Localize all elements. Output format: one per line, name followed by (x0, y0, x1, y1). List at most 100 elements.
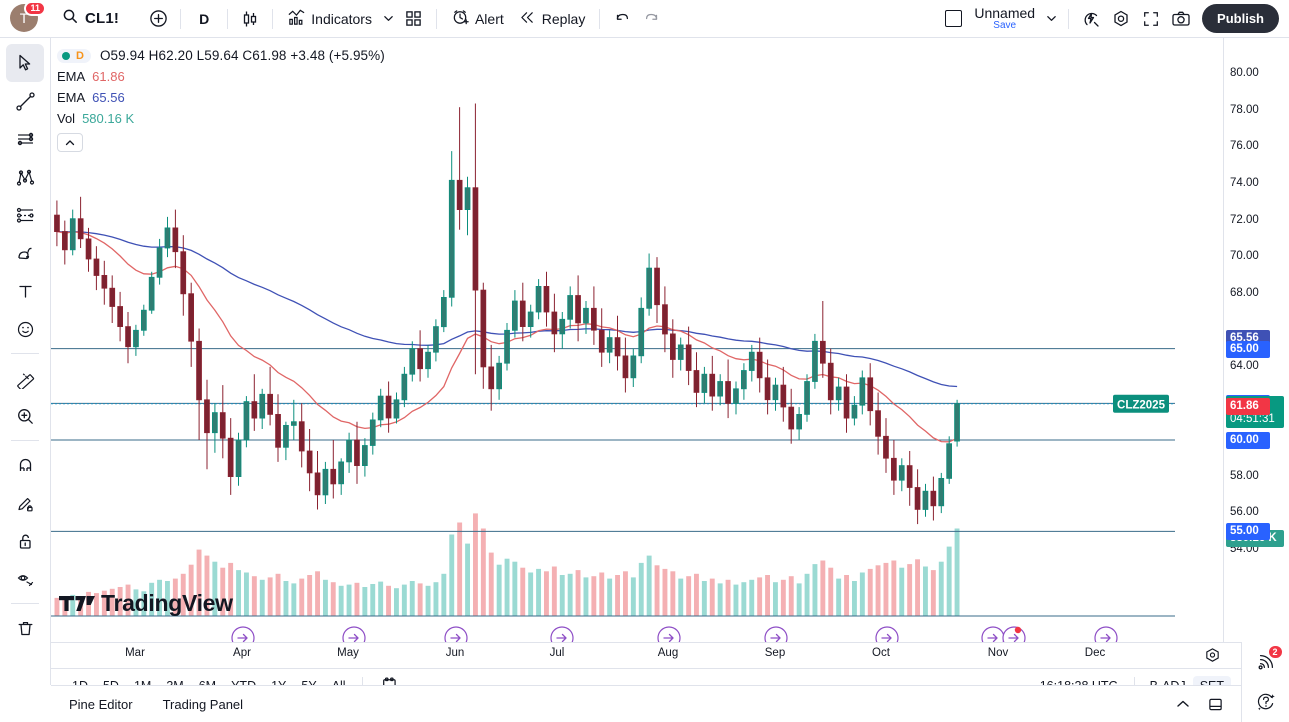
settings-gear-icon[interactable] (1106, 5, 1136, 33)
event-marker (444, 626, 468, 642)
hide-tool[interactable] (6, 560, 44, 598)
price-tick: 78.00 (1230, 103, 1259, 116)
ema-slow-value: 65.56 (92, 90, 125, 105)
trend-line-tool[interactable] (6, 82, 44, 120)
publish-label: Publish (1217, 11, 1264, 26)
event-marker (550, 626, 574, 642)
top-toolbar: T 11 CL1! D (0, 0, 1289, 38)
legend-collapse-button[interactable] (57, 133, 83, 152)
undo-icon[interactable] (607, 5, 637, 33)
layout-name-button[interactable]: Unnamed Save (968, 5, 1041, 32)
alarm-clock-icon (451, 8, 470, 30)
layout-title: Unnamed (974, 4, 1036, 21)
alert-dot-marker (1014, 626, 1022, 634)
legend-ema-fast[interactable]: EMA 61.86 (57, 66, 385, 87)
redo-icon[interactable] (637, 5, 667, 33)
legend-volume[interactable]: Vol 580.16 K (57, 108, 385, 129)
magnet-tool[interactable] (6, 446, 44, 484)
tab-pine-editor[interactable]: Pine Editor (69, 696, 133, 712)
horizontal-lines-tool[interactable] (6, 120, 44, 158)
zoom-in-tool[interactable] (6, 397, 44, 435)
replay-label: Replay (541, 10, 586, 27)
chart-type-candles-icon[interactable] (235, 5, 265, 33)
left-drawing-toolbar (0, 38, 51, 685)
layouts-grid-icon[interactable] (399, 5, 429, 33)
candles (54, 103, 960, 525)
text-tool[interactable] (6, 272, 44, 310)
price-tick: 76.00 (1230, 140, 1259, 153)
chevron-down-icon[interactable] (379, 5, 399, 33)
ema-fast-name: EMA (57, 69, 86, 84)
symbol-interval-badge[interactable]: D (57, 48, 91, 63)
event-marker (1002, 626, 1026, 642)
lock-tool[interactable] (6, 522, 44, 560)
time-label: May (337, 647, 359, 659)
event-marker (231, 626, 255, 642)
time-label: Oct (872, 647, 890, 659)
help-icon[interactable] (1247, 682, 1285, 722)
event-marker (342, 626, 366, 642)
event-marker (1094, 626, 1118, 642)
event-marker (981, 626, 1005, 642)
price-tick: 72.00 (1230, 213, 1259, 226)
layout-select-icon[interactable] (938, 5, 968, 33)
price-tick: 58.00 (1230, 469, 1259, 482)
bottom-panel-bar: Pine Editor Trading Panel (51, 685, 1241, 722)
chart-legend: D O59.94 H62.20 L59.64 C61.98 +3.48 (+5.… (57, 45, 385, 152)
legend-ema-slow[interactable]: EMA 65.56 (57, 87, 385, 108)
snapshot-camera-icon[interactable] (1166, 5, 1196, 33)
level-60-label: 60.00 (1226, 432, 1270, 449)
chart-area[interactable]: CLZ2025 D O59.94 H62.20 L59.64 C61.98 +3… (51, 38, 1241, 642)
measure-tool[interactable] (6, 359, 44, 397)
symbol-search-button[interactable]: CL1! (56, 4, 125, 33)
price-tick: 68.00 (1230, 286, 1259, 299)
svg-text:CLZ2025: CLZ2025 (1117, 399, 1166, 411)
interval-button[interactable]: D (199, 10, 210, 27)
cursor-tool[interactable] (6, 44, 44, 82)
broadcast-icon[interactable]: 2 (1247, 642, 1285, 682)
contract-tag: CLZ2025 (1113, 394, 1169, 413)
level-55-label: 55.00 (1226, 523, 1270, 541)
alert-button[interactable]: Alert (444, 5, 511, 33)
volume-value: 580.16 K (82, 111, 135, 126)
chart-canvas[interactable]: CLZ2025 (51, 38, 1175, 642)
add-symbol-icon[interactable] (143, 5, 173, 33)
indicators-icon (287, 8, 306, 30)
drawing-mode-tool[interactable] (6, 484, 44, 522)
time-label: Apr (233, 647, 251, 659)
time-label: Mar (125, 647, 145, 659)
pattern-tool[interactable] (6, 158, 44, 196)
symbol-label: CL1! (85, 10, 120, 27)
ema-fast-value: 61.86 (92, 69, 125, 84)
publish-button[interactable]: Publish (1202, 4, 1279, 33)
indicators-label: Indicators (311, 10, 372, 27)
event-marker (764, 626, 788, 642)
indicators-button[interactable]: Indicators (280, 5, 379, 33)
brush-tool[interactable] (6, 234, 44, 272)
trash-tool[interactable] (6, 609, 44, 647)
layout-chevron-down-icon[interactable] (1041, 5, 1061, 33)
emoji-tool[interactable] (6, 310, 44, 348)
time-label: Aug (657, 647, 679, 659)
ema-61-label: 61.86 (1226, 398, 1270, 415)
price-tick: 70.00 (1230, 250, 1259, 263)
layout-save-link[interactable]: Save (993, 19, 1017, 31)
timescale-settings-icon[interactable] (1204, 647, 1221, 669)
fullscreen-icon[interactable] (1136, 5, 1166, 33)
panel-expand-chevron-icon[interactable] (1169, 691, 1197, 717)
time-scale[interactable]: Mar Apr May Jun Jul Aug Sep Oct Nov Dec (51, 642, 1241, 668)
user-avatar[interactable]: T 11 (10, 0, 46, 34)
quick-search-lightning-icon[interactable] (1076, 5, 1106, 33)
panel-maximize-icon[interactable] (1201, 691, 1229, 717)
price-tick: 56.00 (1230, 506, 1259, 519)
price-scale[interactable]: 80.00 78.00 76.00 74.00 72.00 70.00 68.00 64.00… (1223, 38, 1289, 642)
tab-trading-panel[interactable]: Trading Panel (162, 696, 244, 712)
prediction-tool[interactable] (6, 196, 44, 234)
replay-button[interactable]: Replay (511, 5, 593, 33)
event-markers (231, 626, 1118, 642)
notification-badge: 11 (24, 0, 46, 16)
ema-slow-name: EMA (57, 90, 86, 105)
time-label: Nov (987, 647, 1009, 659)
time-label: Dec (1084, 647, 1106, 659)
price-tick: 74.00 (1230, 177, 1259, 189)
